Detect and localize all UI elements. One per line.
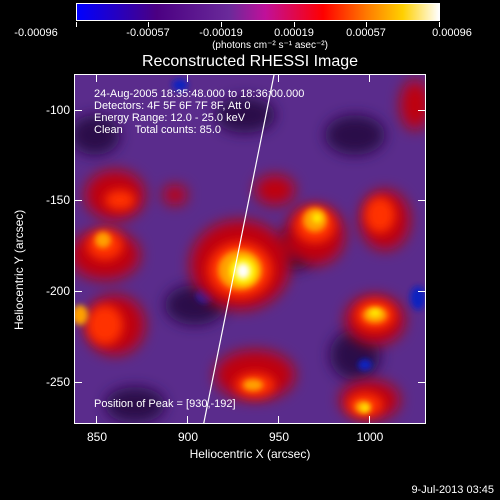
colorbar-tick-label: 0.00057: [346, 27, 386, 39]
y-tick: [74, 110, 82, 111]
x-tick-label: 950: [268, 430, 290, 444]
x-tick: [96, 74, 97, 82]
x-tick: [278, 416, 279, 424]
x-tick-label: 900: [177, 430, 199, 444]
x-tick-label: 850: [86, 430, 108, 444]
y-tick-label: -250: [45, 375, 70, 389]
colorbar-tick: [366, 22, 367, 27]
image-title: Reconstructed RHESSI Image: [141, 53, 359, 70]
colorbar-tick: [221, 22, 222, 27]
y-axis-title: Heliocentric Y (arcsec): [12, 209, 26, 330]
annotation-time: 24-Aug-2005 18:35:48.000 to 18:36:00.000: [94, 88, 305, 100]
colorbar-tick: [439, 22, 440, 27]
annotation-energy: Energy Range: 12.0 - 25.0 keV: [94, 112, 246, 124]
y-tick-label: -200: [45, 284, 70, 298]
x-tick: [369, 416, 370, 424]
y-tick: [74, 291, 82, 292]
annotation-clean: Clean Total counts: 85.0: [94, 124, 221, 136]
colorbar-tick-label: 0.00096: [432, 27, 472, 39]
y-tick-label: -100: [45, 103, 70, 117]
annotation-detectors: Detectors: 4F 5F 6F 7F 8F, Att 0: [94, 100, 251, 112]
x-tick: [96, 416, 97, 424]
colorbar-units: (photons cm⁻² s⁻¹ asec⁻²): [212, 40, 328, 51]
y-tick: [418, 110, 426, 111]
y-tick: [74, 200, 82, 201]
x-tick: [369, 74, 370, 82]
colorbar-tick-label: -0.00096: [14, 27, 58, 39]
rhessi-image: 24-Aug-2005 18:35:48.000 to 18:36:00.000…: [74, 74, 426, 424]
x-axis-title: Heliocentric X (arcsec): [189, 447, 311, 461]
colorbar: [76, 3, 440, 21]
colorbar-tick-label: -0.00019: [199, 27, 243, 39]
y-tick: [74, 382, 82, 383]
colorbar-tick: [294, 22, 295, 27]
x-tick-label: 1000: [356, 430, 384, 444]
y-tick-label: -150: [45, 193, 70, 207]
x-tick: [187, 416, 188, 424]
colorbar-tick-label: -0.00057: [126, 27, 170, 39]
y-tick: [418, 291, 426, 292]
colorbar-tick: [148, 22, 149, 27]
annotation-peak: Position of Peak = [930,-192]: [94, 398, 236, 410]
x-tick: [278, 74, 279, 82]
y-tick: [418, 382, 426, 383]
y-tick: [418, 200, 426, 201]
colorbar-tick: [76, 22, 77, 27]
timestamp: 9-Jul-2013 03:45: [411, 484, 494, 496]
x-tick: [187, 74, 188, 82]
colorbar-tick-label: 0.00019: [274, 27, 314, 39]
